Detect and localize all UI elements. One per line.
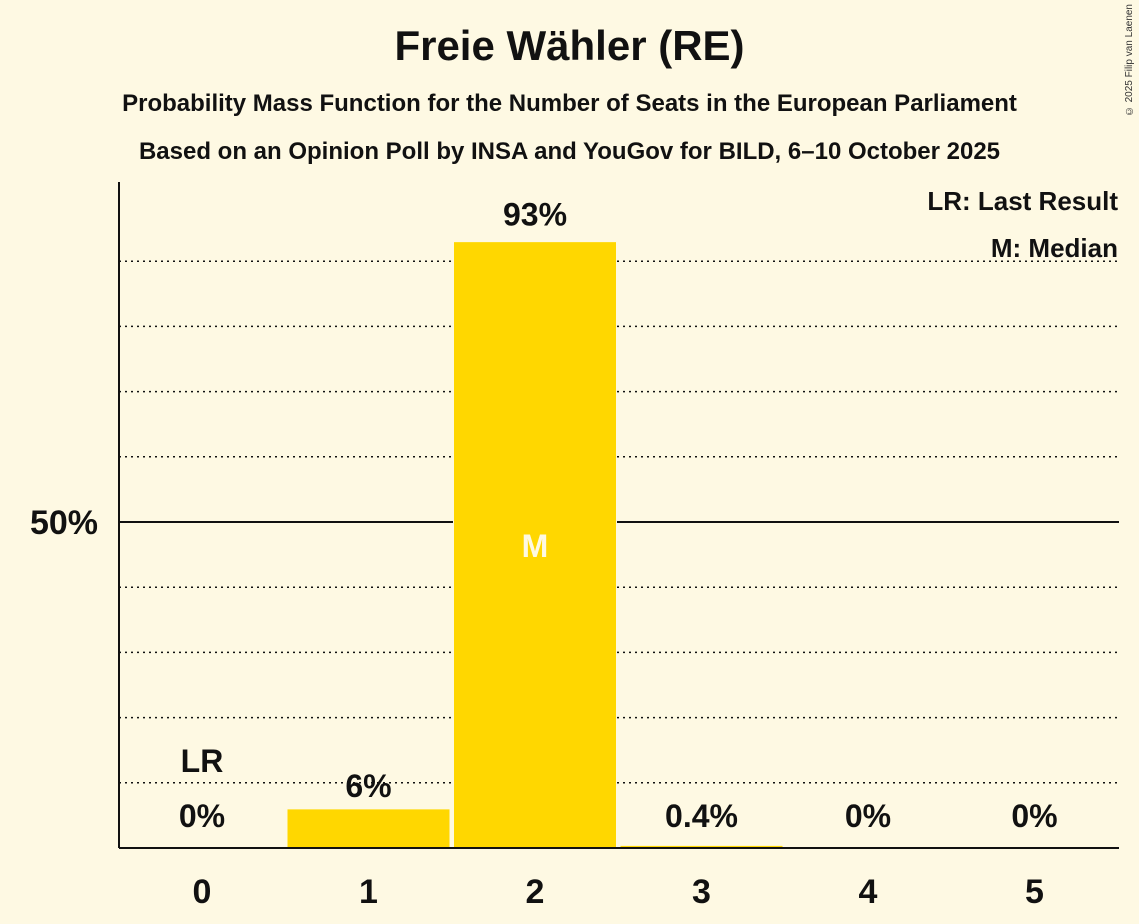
x-tick-label-1: 1 bbox=[359, 873, 378, 911]
x-tick-label-4: 4 bbox=[859, 873, 878, 911]
legend-entry-1: LR: Last Result bbox=[927, 186, 1118, 216]
median-marker: M bbox=[522, 528, 549, 564]
x-tick-label-3: 3 bbox=[692, 873, 711, 911]
data-label-2: 93% bbox=[503, 197, 567, 233]
bar-1 bbox=[286, 808, 451, 849]
last-result-marker: LR bbox=[181, 743, 224, 779]
data-label-0: 0% bbox=[179, 798, 225, 834]
data-label-4: 0% bbox=[845, 798, 891, 834]
bar-2 bbox=[453, 241, 617, 849]
legend-entry-2: M: Median bbox=[991, 233, 1118, 263]
data-label-3: 0.4% bbox=[665, 798, 738, 834]
y-tick-label-50: 50% bbox=[30, 504, 98, 542]
chart-subtitle-source: Based on an Opinion Poll by INSA and You… bbox=[138, 138, 1001, 165]
data-label-5: 0% bbox=[1011, 798, 1057, 834]
data-label-1: 6% bbox=[345, 768, 391, 804]
chart-subtitle-method: Probability Mass Function for the Number… bbox=[122, 90, 1017, 117]
x-tick-label-5: 5 bbox=[1025, 873, 1044, 911]
x-tick-label-2: 2 bbox=[526, 873, 545, 911]
chart-title: Freie Wähler (RE) bbox=[394, 22, 745, 69]
x-tick-label-0: 0 bbox=[193, 873, 212, 911]
